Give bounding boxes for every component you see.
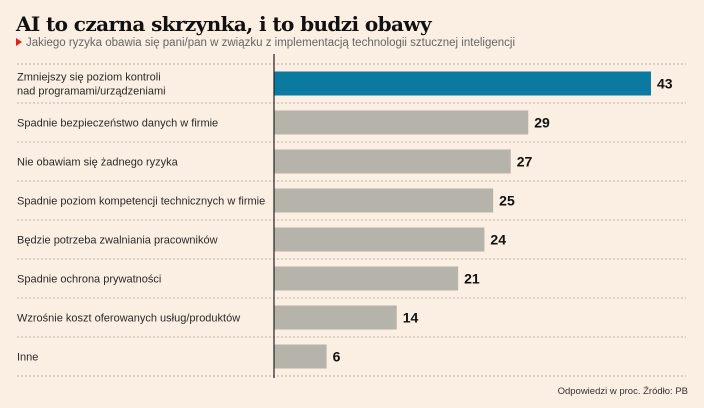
bar: [274, 110, 529, 135]
category-label: Spadnie bezpieczeństwo danych w firmie: [17, 118, 218, 130]
value-label: 43: [657, 76, 673, 92]
category-label-line: Spadnie bezpieczeństwo danych w firmie: [17, 118, 218, 130]
category-label-line: Wzrośnie koszt oferowanych usług/produkt…: [17, 313, 240, 325]
subtitle-text: Jakiego ryzyka obawia się pani/pan w zwi…: [26, 37, 515, 49]
category-label: Inne: [17, 352, 38, 364]
category-label: Spadnie ochrona prywatności: [17, 274, 161, 286]
value-label: 24: [490, 232, 506, 248]
category-label: Zmniejszy się poziom kontroli nad program…: [17, 72, 166, 98]
value-label: 25: [499, 193, 515, 209]
category-label: Spadnie poziom kompetencji technicznych …: [17, 196, 265, 208]
triangle-marker-icon: [16, 38, 22, 46]
bar: [274, 305, 397, 330]
category-label-line: Inne: [17, 352, 38, 364]
value-label: 29: [534, 115, 550, 131]
category-label-line: nad programami/urządzeniami: [17, 86, 166, 98]
bar: [274, 266, 459, 291]
bar: [274, 344, 327, 369]
category-label-line: Będzie potrzeba zwalniania pracowników: [17, 235, 218, 247]
category-label-line: Nie obawiam się żadnego ryzyka: [17, 157, 179, 169]
chart-subtitle: Jakiego ryzyka obawia się pani/pan w zwi…: [16, 37, 515, 49]
category-label-line: Spadnie poziom kompetencji technicznych …: [17, 196, 265, 208]
chart-title: AI to czarna skrzynka, i to budzi obawy: [16, 12, 432, 36]
value-label: 6: [333, 349, 341, 365]
value-label: 27: [517, 154, 533, 170]
bar: [274, 71, 651, 96]
category-label: Nie obawiam się żadnego ryzyka: [17, 157, 179, 169]
bar: [274, 227, 485, 252]
value-label: 14: [403, 310, 419, 326]
category-label-line: Spadnie ochrona prywatności: [17, 274, 161, 286]
category-label: Będzie potrzeba zwalniania pracowników: [17, 235, 218, 247]
bar: [274, 188, 494, 213]
source-note: Odpowiedzi w proc. Źródło: PB: [557, 386, 688, 397]
category-label-line: Zmniejszy się poziom kontroli: [17, 72, 161, 84]
value-label: 21: [464, 271, 480, 287]
category-label: Wzrośnie koszt oferowanych usług/produkt…: [17, 313, 240, 325]
bar: [274, 149, 511, 174]
